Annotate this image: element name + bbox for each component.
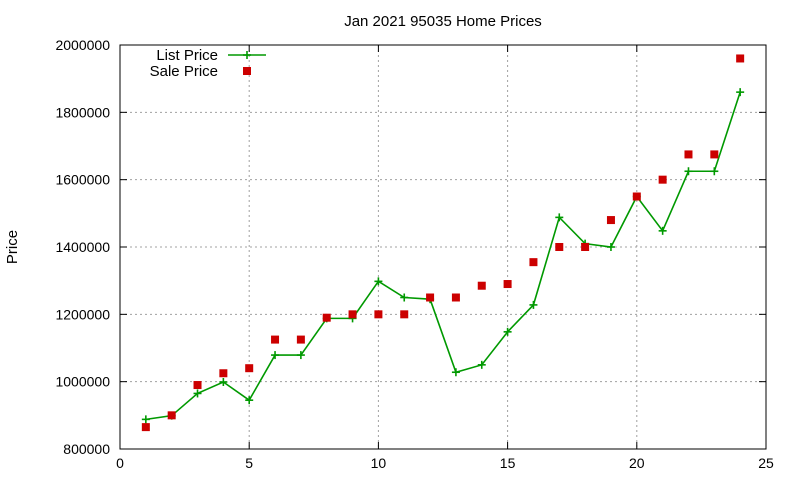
list-price-point [296, 351, 305, 360]
sale-price-point [632, 192, 641, 201]
list-price-point [400, 293, 409, 302]
list-price-point [271, 351, 280, 360]
sale-price-point [400, 310, 409, 319]
sale-price-point [555, 243, 564, 251]
y-tick-label: 1800000 [55, 104, 110, 120]
legend-marker [243, 51, 251, 59]
series-layer [141, 54, 745, 432]
x-tick-label: 0 [116, 455, 124, 471]
list-price-point [503, 327, 512, 336]
sale-price-point [271, 335, 280, 344]
sale-price-point [322, 313, 331, 322]
sale-price-point [426, 293, 435, 302]
x-tick-label: 25 [758, 455, 774, 471]
sale-price-point [193, 381, 202, 390]
y-tick-label: 800000 [63, 441, 110, 457]
list-price-point [736, 88, 745, 97]
list-price-point [658, 226, 667, 235]
sale-price-point [710, 150, 719, 159]
sale-price-point [503, 280, 512, 289]
sale-price-point [374, 310, 383, 319]
list-price-point [219, 378, 228, 387]
sale-price-point [348, 310, 357, 319]
sale-price-point [296, 335, 305, 344]
list-price-point [606, 243, 615, 251]
x-tick-label: 5 [245, 455, 253, 471]
x-tick-label: 20 [629, 455, 645, 471]
list-price-point [245, 396, 254, 405]
sale-price-point [141, 423, 150, 432]
sale-price-point [606, 216, 615, 225]
y-tick-label: 2000000 [55, 37, 110, 53]
list-price-point [141, 415, 150, 424]
y-tick-label: 1000000 [55, 374, 110, 390]
axis-ticks: 0 5 10 15 20 25 800000 1000000 1200000 1400000 160… [55, 37, 774, 471]
sale-price-point [451, 293, 460, 302]
grid [120, 45, 766, 449]
legend-key-sale-price [243, 67, 251, 75]
list-price-point [555, 213, 564, 222]
sale-price-point [658, 175, 667, 184]
legend-key-list-price [228, 51, 266, 59]
list-price-line [145, 91, 741, 421]
list-price-point [710, 167, 719, 176]
y-tick-label: 1600000 [55, 172, 110, 188]
list-price-point [193, 389, 202, 398]
list-price-point [451, 368, 460, 377]
sale-price-point [684, 150, 693, 159]
sale-price-point [477, 281, 486, 290]
sale-price-point [245, 364, 254, 373]
sale-price-point [219, 369, 228, 378]
list-price-point [477, 360, 486, 369]
sale-price-point [736, 54, 745, 63]
chart-title: Jan 2021 95035 Home Prices [344, 13, 542, 30]
legend: List Price Sale Price [150, 47, 266, 80]
legend-marker [243, 67, 251, 75]
sale-price-point [529, 258, 538, 267]
sale-price-point [581, 243, 590, 251]
legend-label-sale-price: Sale Price [150, 63, 218, 80]
x-tick-label: 10 [371, 455, 387, 471]
legend-label-list-price: List Price [156, 47, 218, 64]
y-axis-label: Price [4, 230, 21, 264]
sale-price-point [167, 411, 176, 420]
x-tick-label: 15 [500, 455, 516, 471]
list-price-point [374, 277, 383, 286]
y-tick-label: 1400000 [55, 239, 110, 255]
list-price-point [684, 167, 693, 176]
y-tick-label: 1200000 [55, 306, 110, 322]
list-price-point [529, 300, 538, 309]
